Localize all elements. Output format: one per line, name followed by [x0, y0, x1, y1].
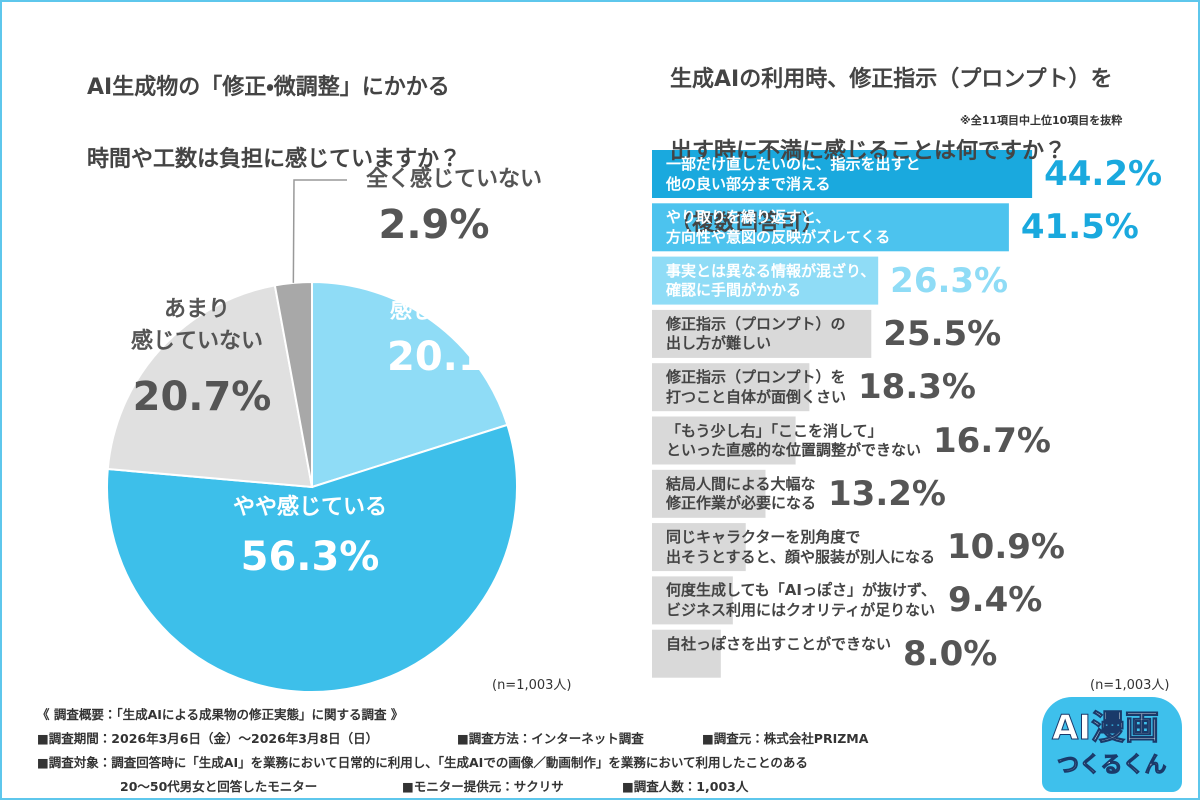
bar: [652, 416, 796, 465]
slice-label: 全く感じていない: [365, 167, 543, 192]
pie-slice: [311, 280, 509, 489]
title-line: 時間や工数は負担に感じていますか？: [87, 147, 462, 172]
bar: [652, 523, 746, 572]
bar-value: 8.0%: [903, 633, 998, 674]
bar-value: 16.7%: [933, 420, 1051, 461]
footer-text: ■モニター提供元：サクリサ: [402, 779, 564, 794]
pie-slice: [273, 280, 313, 488]
title-line: AI生成物の「修正・微調整」にかかる: [87, 75, 450, 100]
bar-label: 修正指示（プロンプト）を 打つこと自体が面倒くさい: [666, 368, 847, 406]
footer-text: ■調査期間：2026年3月6日（金）〜2026年3月8日（日）: [37, 731, 379, 746]
slice-label: あまり 感じていない: [130, 297, 264, 354]
bar: [652, 150, 1033, 198]
pie-title: AI生成物の「修正・微調整」にかかる 時間や工数は負担に感じていますか？: [87, 34, 461, 214]
sample-note: (n=1,003人): [1090, 678, 1170, 693]
title-line: （複数回答可）: [670, 211, 825, 236]
bar-value: 25.5%: [883, 313, 1002, 354]
footer-text: 20〜50代男女と回答したモニター: [120, 779, 318, 794]
slice-label: やや感じている: [232, 495, 388, 520]
footer-text: ■調査対象：調査回答時に「生成AI」を業務において日常的に利用し、「生成AIでの…: [37, 755, 808, 770]
bar-value: 44.2%: [1044, 154, 1163, 194]
leader-line: [292, 179, 347, 283]
bar-title: 生成AIの利用時、修正指示（プロンプト）を 出す時に不満に感じることは何ですか？…: [670, 26, 1113, 278]
bar: [652, 203, 1009, 252]
bar-label: 修正指示（プロンプト）の 出し方が難しい: [666, 314, 846, 353]
bar-label: 事実とは異なる情報が混ざり、 確認に手間がかかる: [666, 261, 876, 300]
logo-text: AI漫画: [1052, 708, 1160, 749]
bar-value: 41.5%: [1020, 207, 1139, 248]
title-line: 生成AIの利用時、修正指示（プロンプト）を: [670, 67, 1113, 92]
logo-text: つくるくん: [1057, 753, 1168, 779]
slice-label: とても 感じている: [390, 267, 501, 324]
slice-value: 56.3%: [240, 534, 380, 580]
subtitle: ※全11項目中上位10項目を抜粋: [960, 114, 1123, 127]
footer-text: ■調査人数：1,003人: [622, 779, 749, 794]
slice-value: 20.7%: [132, 374, 272, 420]
title-line: 出す時に不満に感じることは何ですか？: [670, 139, 1067, 164]
bar: [652, 363, 810, 412]
bar-label: 何度生成しても「AIっぽさ」が抜けず、 ビジネス利用にはクオリティが足りない: [666, 581, 936, 619]
bar-label: 「もう少し右」「ここを消して」 といった直感的な位置調整ができない: [666, 421, 922, 460]
footer-text: 《 調査概要：「生成AIによる成果物の修正実態」に関する調査 》: [37, 707, 404, 722]
bar: [652, 256, 879, 305]
bar-value: 13.2%: [828, 473, 946, 514]
bar: [652, 309, 872, 358]
bar-value: 10.9%: [947, 527, 1065, 568]
bar-label: 自社っぽさを出すことができない: [666, 634, 892, 653]
sample-note: (n=1,003人): [492, 678, 572, 693]
pie-slice: [106, 423, 518, 693]
bar-value: 26.3%: [890, 260, 1009, 301]
slice-value: 20.1%: [387, 334, 526, 380]
bar: [652, 629, 721, 678]
bar-label: 同じキャラクターを別角度で 出そうとすると、顔や服装が別人になる: [666, 528, 935, 566]
pie-slice: [106, 284, 314, 489]
bar: [652, 469, 766, 518]
logo-badge: [1042, 697, 1182, 792]
bar-label: やり取りを繰り返すと、 方向性や意図の反映がズレてくる: [666, 208, 891, 246]
slice-value: 2.9%: [378, 202, 490, 248]
bar-label: 一部だけ直したいのに、指示を出すと 他の良い部分まで消える: [666, 155, 921, 193]
footer-text: ■調査元：株式会社PRIZMA: [702, 731, 869, 746]
footer-text: ■調査方法：インターネット調査: [457, 731, 644, 746]
bar-value: 9.4%: [948, 580, 1043, 621]
bar: [652, 576, 733, 625]
bar-label: 結局人間による大幅な 修正作業が必要になる: [666, 474, 817, 513]
bar-value: 18.3%: [858, 367, 976, 408]
